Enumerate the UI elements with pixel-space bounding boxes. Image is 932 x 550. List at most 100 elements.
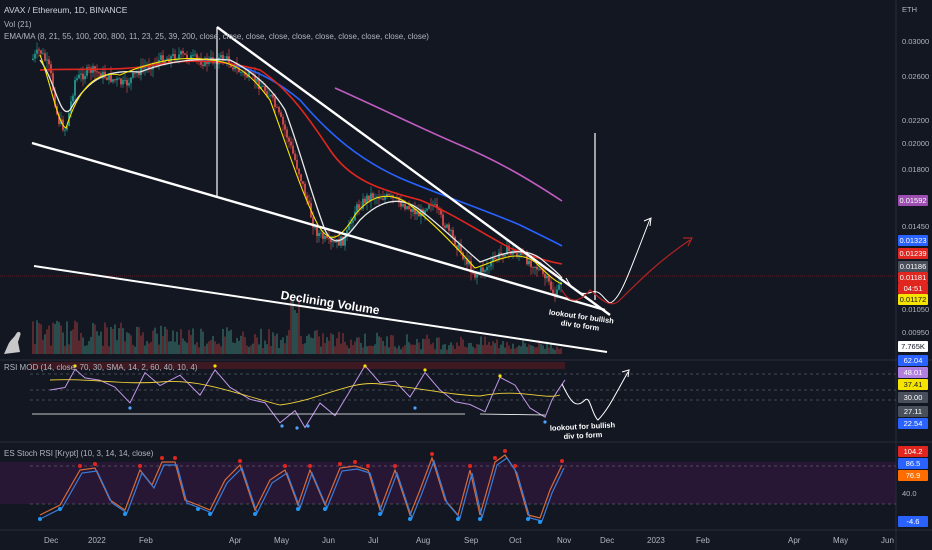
candle <box>318 230 320 243</box>
volume-bar <box>46 329 48 354</box>
candle <box>304 181 306 196</box>
candle <box>130 76 132 91</box>
time-tick: 2023 <box>647 536 665 545</box>
volume-bar <box>316 330 318 354</box>
volume-bar <box>64 345 66 354</box>
volume-bar <box>532 346 534 354</box>
candle <box>180 49 182 59</box>
candle <box>302 181 304 188</box>
rsi-indicator-label[interactable]: RSI MOD (14, close, 70, 30, SMA, 14, 2, … <box>4 363 198 372</box>
stoch-oversold-dot <box>526 517 530 521</box>
volume-bar <box>216 344 218 354</box>
volume-bar <box>132 344 134 354</box>
candle <box>334 234 336 244</box>
candle <box>270 93 272 99</box>
ema-indicator-label[interactable]: EMA/MA (8, 21, 55, 100, 200, 800, 11, 23… <box>4 32 429 41</box>
projection-red <box>561 239 691 305</box>
volume-bar <box>244 337 246 354</box>
volume-bar <box>286 335 288 354</box>
rsi-tag: 37.41 <box>898 379 928 390</box>
volume-bar <box>358 337 360 354</box>
volume-bar <box>214 341 216 354</box>
time-tick: Sep <box>464 536 479 545</box>
volume-bar <box>540 343 542 354</box>
candle <box>362 193 364 212</box>
stoch-oversold-dot <box>123 512 127 516</box>
volume-bar <box>146 341 148 354</box>
rsi-tag: 30.00 <box>898 392 928 403</box>
volume-bar <box>478 344 480 354</box>
volume-bar <box>56 320 58 354</box>
volume-bar <box>390 335 392 354</box>
candle <box>138 68 140 79</box>
volume-bar <box>550 344 552 354</box>
volume-bar <box>32 321 34 354</box>
volume-bar <box>192 328 194 354</box>
candle <box>360 201 362 211</box>
candle <box>338 233 340 246</box>
stoch-overbought-dot <box>173 456 177 460</box>
volume-bar <box>490 345 492 354</box>
volume-bar <box>486 344 488 354</box>
price-tick: 0.02200 <box>902 116 930 125</box>
volume-indicator-label[interactable]: Vol (21) <box>4 20 32 29</box>
time-tick: May <box>274 536 290 545</box>
volume-bar <box>186 342 188 354</box>
candle <box>58 111 60 127</box>
candle <box>166 56 168 61</box>
volume-bar <box>424 339 426 354</box>
volume-bar <box>448 345 450 354</box>
volume-bar <box>72 329 74 354</box>
volume-bar <box>362 347 364 354</box>
volume-bar <box>88 341 90 354</box>
price-tick: 0.01050 <box>902 305 930 314</box>
volume-bar <box>408 342 410 354</box>
candle <box>86 64 88 79</box>
candle <box>34 50 36 63</box>
volume-bar <box>460 336 462 354</box>
volume-bar <box>92 322 94 354</box>
volume-bar <box>200 328 202 354</box>
volume-bar <box>272 332 274 354</box>
volume-bar <box>416 338 418 354</box>
stoch-indicator-label[interactable]: ES Stoch RSI [Krypt] (10, 3, 14, 14, clo… <box>4 449 154 458</box>
volume-bar <box>58 322 60 354</box>
volume-bar <box>368 345 370 354</box>
candle <box>288 135 290 148</box>
price-tag-purple-ma: 0.01592 <box>898 195 928 206</box>
candle <box>254 67 256 89</box>
time-tick: Oct <box>509 536 522 545</box>
candle <box>136 69 138 78</box>
volume-bar <box>96 331 98 354</box>
candle <box>492 251 494 270</box>
volume-bar <box>328 340 330 354</box>
wedge-upper-trendline <box>216 26 611 316</box>
volume-bar <box>168 341 170 354</box>
volume-bar <box>372 346 374 354</box>
candle <box>178 47 180 64</box>
volume-bar <box>464 346 466 354</box>
volume-bar <box>494 343 496 354</box>
stoch-overbought-dot <box>493 456 497 460</box>
volume-bar <box>162 336 164 354</box>
rsi-dot <box>498 374 502 378</box>
stoch-oversold-dot <box>323 507 327 511</box>
volume-bar <box>322 333 324 354</box>
stoch-zone-band <box>0 462 896 504</box>
volume-bar <box>346 345 348 354</box>
volume-bar <box>374 344 376 354</box>
volume-bar <box>382 341 384 354</box>
volume-bar <box>228 331 230 354</box>
volume-bar <box>356 337 358 354</box>
volume-bar <box>452 345 454 354</box>
volume-bar <box>434 349 436 354</box>
volume-bar <box>282 337 284 354</box>
stoch-overbought-dot <box>513 464 517 468</box>
volume-bar <box>278 347 280 354</box>
volume-bar <box>240 335 242 354</box>
volume-bar <box>176 331 178 354</box>
candle <box>370 186 372 209</box>
price-tick: 0.02600 <box>902 72 930 81</box>
stoch-signal-dots <box>38 449 564 524</box>
